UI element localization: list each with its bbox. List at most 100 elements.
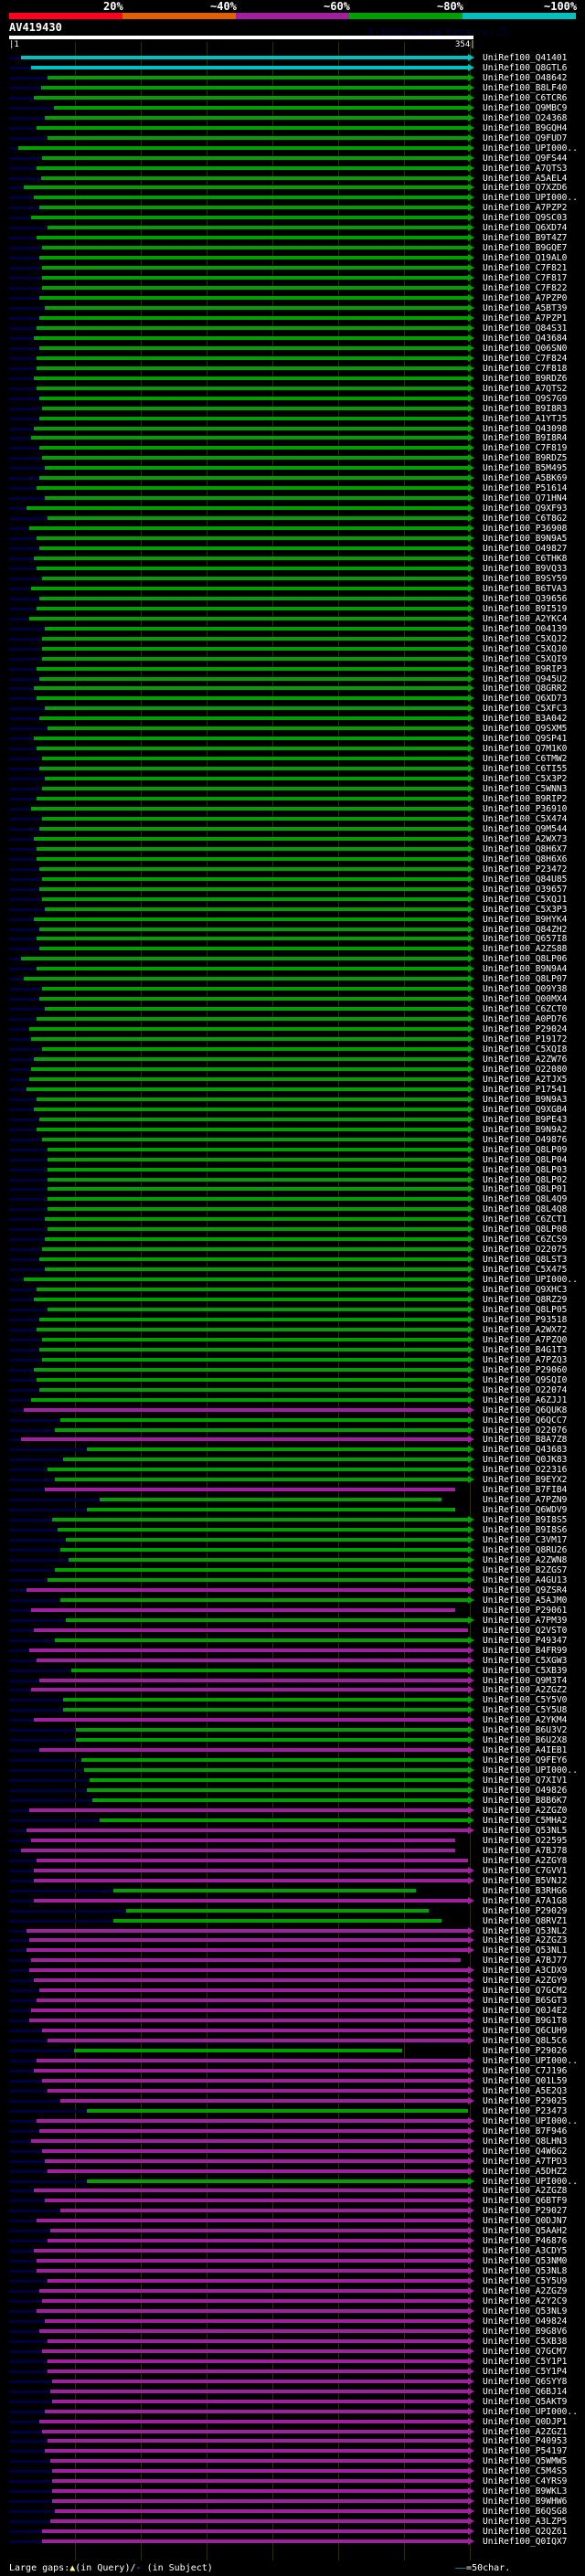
hit-row[interactable]: UniRef100_C6TMW2	[0, 754, 585, 764]
hit-row[interactable]: UniRef100_B9G8V6	[0, 2327, 585, 2337]
hit-label[interactable]: UniRef100_Q8LP07	[483, 974, 568, 984]
hit-label[interactable]: UniRef100_B9PE43	[483, 1115, 568, 1125]
alignment-bar[interactable]	[63, 1708, 469, 1712]
alignment-bar[interactable]	[47, 226, 469, 229]
hit-label[interactable]: UniRef100_Q9SP41	[483, 734, 568, 744]
hit-row[interactable]: UniRef100_Q8GTL6	[0, 63, 585, 73]
hit-label[interactable]: UniRef100_Q00MX4	[483, 994, 568, 1004]
alignment-bar[interactable]	[47, 1148, 469, 1151]
hit-label[interactable]: UniRef100_A2YKC4	[483, 614, 568, 624]
hit-row[interactable]: UniRef100_A3LZP5	[0, 2517, 585, 2527]
hit-label[interactable]: UniRef100_Q8L4Q8	[483, 1204, 568, 1214]
alignment-bar[interactable]	[39, 1348, 469, 1352]
alignment-bar[interactable]	[31, 1688, 469, 1691]
hit-row[interactable]: UniRef100_B9N9A5	[0, 534, 585, 544]
hit-row[interactable]: UniRef100_C6THK8	[0, 554, 585, 564]
hit-row[interactable]: UniRef100_A3CDY5	[0, 2246, 585, 2256]
hit-label[interactable]: UniRef100_A7BJ78	[483, 1846, 568, 1856]
hit-label[interactable]: UniRef100_A2ZGZ2	[483, 1685, 568, 1695]
hit-row[interactable]: UniRef100_Q6XD73	[0, 694, 585, 704]
alignment-bar[interactable]	[47, 2369, 469, 2373]
hit-label[interactable]: UniRef100_P29024	[483, 1024, 568, 1034]
hit-label[interactable]: UniRef100_B9N9A4	[483, 964, 568, 974]
alignment-bar[interactable]	[34, 1899, 469, 1903]
alignment-bar[interactable]	[52, 1518, 469, 1521]
hit-label[interactable]: UniRef100_C6TI55	[483, 764, 568, 774]
hit-label[interactable]: UniRef100_A5BT39	[483, 303, 568, 313]
hit-label[interactable]: UniRef100_B9N9A5	[483, 534, 568, 544]
alignment-bar[interactable]	[34, 1298, 469, 1301]
alignment-bar[interactable]	[37, 536, 469, 540]
hit-row[interactable]: UniRef100_A7PZQ0	[0, 1335, 585, 1345]
alignment-bar[interactable]	[44, 2159, 469, 2163]
hit-label[interactable]: UniRef100_Q7GCM7	[483, 2347, 568, 2357]
alignment-bar[interactable]	[47, 1187, 469, 1191]
hit-label[interactable]: UniRef100_C5Y1P4	[483, 2367, 568, 2377]
alignment-bar[interactable]	[37, 1288, 469, 1291]
hit-label[interactable]: UniRef100_A7QTS3	[483, 164, 568, 174]
hit-row[interactable]: UniRef100_A7BJ78	[0, 1846, 585, 1856]
hit-label[interactable]: UniRef100_Q9M544	[483, 824, 568, 834]
alignment-bar[interactable]	[41, 787, 469, 790]
hit-label[interactable]: UniRef100_C6THK8	[483, 554, 568, 564]
hit-label[interactable]: UniRef100_Q945U2	[483, 674, 568, 684]
alignment-bar[interactable]	[41, 2079, 469, 2083]
hit-row[interactable]: UniRef100_Q8LP02	[0, 1175, 585, 1185]
alignment-bar[interactable]	[34, 196, 469, 199]
hit-label[interactable]: UniRef100_B9I8S6	[483, 1525, 568, 1535]
hit-row[interactable]: UniRef100_B4FR99	[0, 1646, 585, 1656]
hit-label[interactable]: UniRef100_B8LF40	[483, 83, 568, 93]
alignment-bar[interactable]	[47, 2169, 469, 2173]
hit-row[interactable]: UniRef100_P46876	[0, 2236, 585, 2246]
alignment-bar[interactable]	[20, 1849, 455, 1852]
hit-label[interactable]: UniRef100_A2ZWN8	[483, 1555, 568, 1565]
alignment-bar[interactable]	[34, 1978, 469, 1982]
hit-label[interactable]: UniRef100_A7PZP2	[483, 203, 568, 213]
alignment-bar[interactable]	[31, 587, 469, 590]
alignment-bar[interactable]	[37, 2269, 469, 2273]
hit-label[interactable]: UniRef100_B7FIB4	[483, 1485, 568, 1495]
hit-row[interactable]: UniRef100_Q8LHN3	[0, 2136, 585, 2147]
hit-label[interactable]: UniRef100_B9N9A2	[483, 1125, 568, 1135]
alignment-bar[interactable]	[47, 136, 469, 140]
hit-label[interactable]: UniRef100_P17541	[483, 1085, 568, 1095]
alignment-bar[interactable]	[76, 1728, 469, 1732]
alignment-bar[interactable]	[39, 2329, 469, 2333]
hit-row[interactable]: UniRef100_B7F946	[0, 2126, 585, 2136]
alignment-bar[interactable]	[47, 2039, 469, 2042]
hit-row[interactable]: UniRef100_Q7GCM7	[0, 2347, 585, 2357]
hit-label[interactable]: UniRef100_B9GQH4	[483, 123, 568, 133]
hit-row[interactable]: UniRef100_Q6BTF9	[0, 2196, 585, 2206]
alignment-bar[interactable]	[47, 1308, 469, 1311]
alignment-bar[interactable]	[37, 1859, 469, 1862]
hit-label[interactable]: UniRef100_C5XQI8	[483, 1044, 568, 1055]
hit-row[interactable]: UniRef100_B3RHG6	[0, 1886, 585, 1896]
hit-label[interactable]: UniRef100_P29029	[483, 1906, 568, 1916]
alignment-bar[interactable]	[34, 376, 469, 380]
hit-row[interactable]: UniRef100_P51614	[0, 483, 585, 493]
hit-label[interactable]: UniRef100_A2ZGZ9	[483, 2286, 568, 2296]
hit-row[interactable]: UniRef100_O49824	[0, 2316, 585, 2327]
hit-label[interactable]: UniRef100_Q53NL2	[483, 1926, 568, 1936]
hit-label[interactable]: UniRef100_Q53NL1	[483, 1945, 568, 1956]
alignment-bar[interactable]	[47, 1168, 469, 1171]
alignment-bar[interactable]	[37, 607, 469, 610]
alignment-bar[interactable]	[70, 1669, 469, 1672]
hit-label[interactable]: UniRef100_B6U2X8	[483, 1735, 568, 1745]
hit-row[interactable]: UniRef100_Q43098	[0, 424, 585, 434]
alignment-bar[interactable]	[31, 1958, 461, 1962]
hit-row[interactable]: UniRef100_P36908	[0, 524, 585, 534]
hit-row[interactable]: UniRef100_Q945U2	[0, 674, 585, 684]
hit-label[interactable]: UniRef100_Q71HN4	[483, 493, 568, 504]
hit-label[interactable]: UniRef100_C5X475	[483, 1265, 568, 1275]
hit-row[interactable]: UniRef100_C5XB38	[0, 2337, 585, 2347]
alignment-bar[interactable]	[26, 1929, 469, 1933]
hit-row[interactable]: UniRef100_Q0DJN7	[0, 2216, 585, 2226]
hit-row[interactable]: UniRef100_A2ZGZ8	[0, 2186, 585, 2196]
hit-row[interactable]: UniRef100_P23472	[0, 864, 585, 875]
alignment-bar[interactable]	[34, 1628, 469, 1632]
hit-row[interactable]: UniRef100_Q9FEY6	[0, 1755, 585, 1765]
hit-label[interactable]: UniRef100_Q2QZ61	[483, 2527, 568, 2537]
alignment-bar[interactable]	[65, 1618, 469, 1622]
alignment-bar[interactable]	[31, 1067, 469, 1071]
